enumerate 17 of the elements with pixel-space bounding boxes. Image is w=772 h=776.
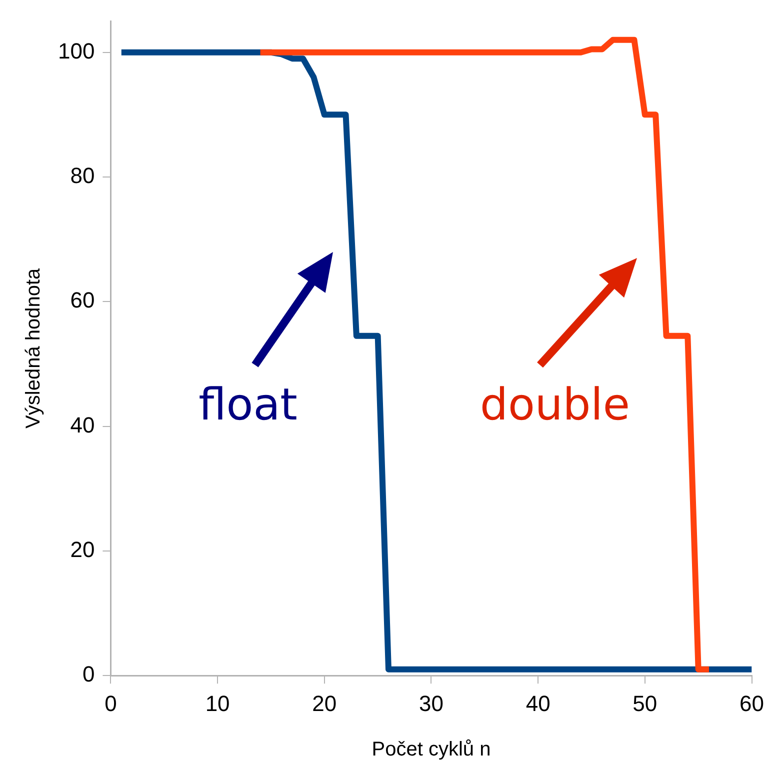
x-tick-label: 10 — [205, 690, 230, 716]
x-tick-label: 50 — [632, 690, 658, 716]
y-tick-label: 60 — [70, 288, 95, 313]
y-tick-label: 40 — [70, 412, 95, 438]
y-axis-title: Výsledná hodnota — [22, 267, 45, 428]
x-tick-label: 20 — [312, 690, 337, 716]
series-label: double — [480, 380, 630, 430]
x-axis-title: Počet cyklů n — [372, 738, 491, 761]
y-tick-label: 0 — [82, 662, 95, 687]
x-tick-label: 0 — [104, 690, 117, 716]
x-tick-label: 30 — [418, 690, 444, 716]
x-tick-label: 40 — [526, 690, 550, 716]
y-tick-label: 100 — [58, 38, 95, 64]
series-label: float — [198, 380, 298, 430]
x-tick-label: 60 — [740, 690, 764, 716]
y-tick-label: 20 — [70, 537, 95, 562]
y-tick-label: 80 — [70, 163, 95, 188]
